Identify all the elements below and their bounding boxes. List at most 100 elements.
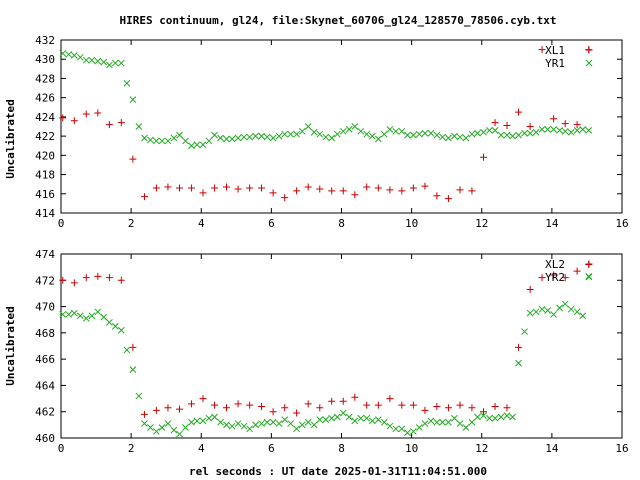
data-point-yr1: [223, 135, 230, 143]
data-point-yr1: [217, 134, 224, 142]
data-point-yr1: [567, 128, 575, 136]
data-point-xl1: [328, 187, 336, 195]
data-point-xl2: [152, 406, 160, 414]
data-point-yr2: [497, 413, 505, 421]
y-tick-label: 428: [35, 72, 55, 85]
data-point-yr2: [521, 328, 528, 335]
data-point-yr2: [223, 421, 230, 429]
data-point-yr1: [117, 59, 125, 67]
data-point-yr2: [567, 305, 575, 313]
legend-marker: [585, 260, 593, 268]
data-point-yr1: [333, 130, 341, 138]
data-point-yr1: [316, 130, 324, 138]
y-axis-label: Uncalibrated: [4, 99, 17, 178]
data-point-xl2: [550, 271, 558, 279]
y-tick-label: 466: [35, 353, 55, 366]
x-tick-label: 2: [128, 442, 135, 455]
data-point-yr2: [176, 430, 183, 438]
data-point-xl2: [328, 397, 336, 405]
plot-frame: [60, 253, 623, 439]
data-point-yr1: [111, 59, 119, 67]
data-point-yr1: [538, 126, 546, 133]
data-point-yr1: [293, 130, 300, 138]
data-point-yr1: [456, 133, 464, 141]
data-point-yr1: [70, 52, 78, 59]
data-point-xl2: [515, 343, 523, 351]
data-point-xl1: [94, 109, 102, 117]
data-point-xl1: [269, 189, 277, 197]
data-point-xl1: [304, 183, 312, 191]
data-point-xl1: [561, 120, 569, 128]
y-tick-label: 424: [35, 111, 55, 124]
data-point-yr2: [263, 418, 271, 426]
data-point-xl2: [269, 408, 277, 416]
legend-label: XL1: [545, 44, 565, 57]
data-point-xl2: [456, 401, 464, 409]
data-point-xl2: [70, 279, 78, 287]
x-tick-label: 8: [338, 217, 345, 230]
data-point-yr1: [462, 134, 470, 142]
legend-marker: [585, 59, 593, 67]
data-point-yr2: [462, 424, 470, 431]
data-point-yr2: [65, 311, 73, 318]
data-point-yr1: [234, 134, 242, 142]
data-point-xl2: [444, 404, 452, 412]
data-point-xl2: [187, 400, 195, 408]
x-tick-label: 2: [128, 217, 135, 230]
data-point-xl1: [199, 189, 207, 197]
data-point-yr2: [193, 417, 201, 425]
data-point-yr1: [164, 137, 172, 145]
data-point-yr2: [164, 420, 172, 427]
data-point-yr2: [392, 425, 400, 433]
data-point-yr2: [123, 346, 131, 354]
data-point-xl2: [491, 402, 499, 410]
data-point-xl1: [339, 187, 347, 195]
data-point-xl1: [491, 119, 499, 127]
data-point-xl1: [105, 121, 113, 129]
data-point-yr2: [509, 413, 516, 421]
data-point-yr1: [246, 133, 253, 141]
data-point-xl1: [152, 184, 160, 192]
data-point-yr1: [240, 133, 248, 141]
x-axis-label: rel seconds : UT date 2025-01-31T11:04:5…: [189, 465, 487, 478]
data-point-xl2: [94, 272, 102, 280]
data-point-yr2: [217, 418, 224, 426]
data-point-xl1: [386, 186, 394, 194]
data-point-yr1: [258, 132, 265, 140]
data-point-xl1: [550, 115, 558, 123]
data-point-yr2: [158, 424, 166, 431]
data-point-yr2: [153, 428, 160, 435]
x-tick-label: 6: [268, 217, 275, 230]
data-point-xl2: [363, 401, 371, 409]
data-point-xl2: [281, 404, 289, 412]
data-point-xl1: [222, 183, 230, 191]
y-tick-label: 472: [35, 274, 55, 287]
data-point-yr2: [258, 420, 265, 427]
data-point-yr1: [141, 134, 148, 142]
data-point-xl1: [246, 184, 254, 192]
data-point-yr1: [532, 128, 540, 136]
data-point-yr2: [380, 418, 388, 426]
data-point-xl2: [398, 401, 406, 409]
y-tick-label: 474: [35, 248, 55, 261]
data-point-yr1: [380, 130, 388, 138]
data-point-xl2: [164, 404, 172, 412]
data-point-yr1: [94, 57, 102, 65]
data-point-xl1: [480, 153, 488, 161]
data-point-yr1: [176, 131, 183, 139]
data-point-xl1: [398, 187, 406, 195]
data-point-xl2: [258, 402, 266, 410]
data-point-xl1: [351, 191, 359, 199]
data-point-xl2: [503, 404, 511, 412]
data-point-xl2: [59, 276, 67, 284]
data-point-xl2: [526, 285, 534, 293]
data-point-xl1: [468, 187, 476, 195]
y-tick-label: 468: [35, 327, 55, 340]
data-point-yr1: [147, 136, 154, 144]
data-point-yr2: [427, 417, 435, 425]
legend-label: YR1: [545, 57, 565, 70]
data-point-yr2: [561, 300, 569, 308]
data-point-yr2: [88, 312, 96, 320]
data-point-yr1: [433, 131, 441, 139]
x-tick-label: 10: [405, 217, 418, 230]
